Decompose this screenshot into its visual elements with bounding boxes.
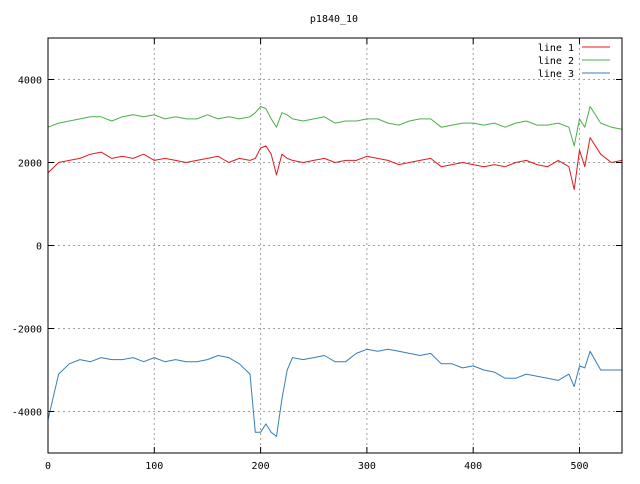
y-tick-label: -2000 [12,325,42,336]
legend-label: line 1 [538,43,574,54]
y-tick-label: 2000 [18,159,42,170]
legend-label: line 2 [538,56,574,67]
x-tick-label: 0 [45,461,51,472]
x-tick-label: 500 [570,461,588,472]
y-tick-label: 4000 [18,76,42,87]
series-line-3 [47,348,622,437]
y-tick-label: -4000 [12,408,42,419]
legend: line 1 line 2 line 3 [538,43,610,80]
x-tick-label: 100 [145,461,163,472]
x-tick-label: 200 [252,461,270,472]
series-line-2 [47,106,623,147]
legend-label: line 3 [538,69,574,80]
ticks: 0 100 200 300 400 500 -4000 -2000 0 2000 4000 [12,38,622,472]
series-layer [47,106,623,437]
x-tick-label: 300 [358,461,376,472]
series-line-1 [47,137,623,190]
y-tick-label: 0 [36,242,42,253]
grid [48,38,622,453]
x-tick-label: 400 [464,461,482,472]
chart-title: p1840_10 [310,14,358,25]
